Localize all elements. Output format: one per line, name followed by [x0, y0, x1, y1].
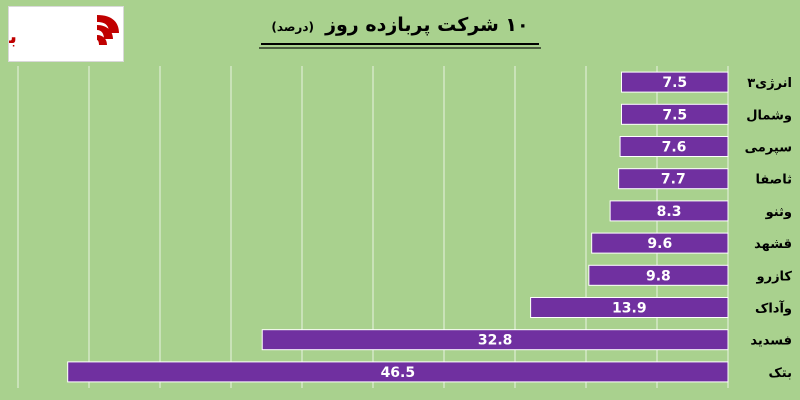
- bar-value-label: 7.5: [662, 107, 687, 123]
- category-label: بتک: [769, 366, 793, 381]
- category-label: فسدید: [750, 334, 792, 349]
- category-label: قشهد: [754, 237, 792, 252]
- bar-value-label: 13.9: [612, 301, 647, 317]
- bar-value-label: 9.8: [646, 268, 671, 284]
- bar-value-label: 7.7: [661, 172, 686, 188]
- category-label: سپرمی: [745, 141, 792, 156]
- bar-value-label: 32.8: [478, 333, 513, 349]
- category-label: کازرو: [756, 269, 793, 284]
- category-label: وآداک: [755, 300, 792, 317]
- category-label: انرژی۳: [747, 76, 792, 91]
- bar-value-label: 7.5: [662, 75, 687, 91]
- bar-value-label: 7.6: [662, 140, 687, 156]
- category-label: وشمال: [746, 108, 792, 123]
- category-labels: انرژی۳ وشمال سپرمی ثاصفا وثنو قشهد کازرو وآداک ف…: [745, 76, 793, 381]
- category-label: ثاصفا: [755, 173, 792, 188]
- bar-value-label: 46.5: [381, 365, 416, 381]
- category-label: وثنو: [765, 205, 792, 220]
- bars: [68, 72, 728, 382]
- bar-value-label: 8.3: [657, 204, 682, 220]
- bar-value-label: 9.6: [647, 236, 672, 252]
